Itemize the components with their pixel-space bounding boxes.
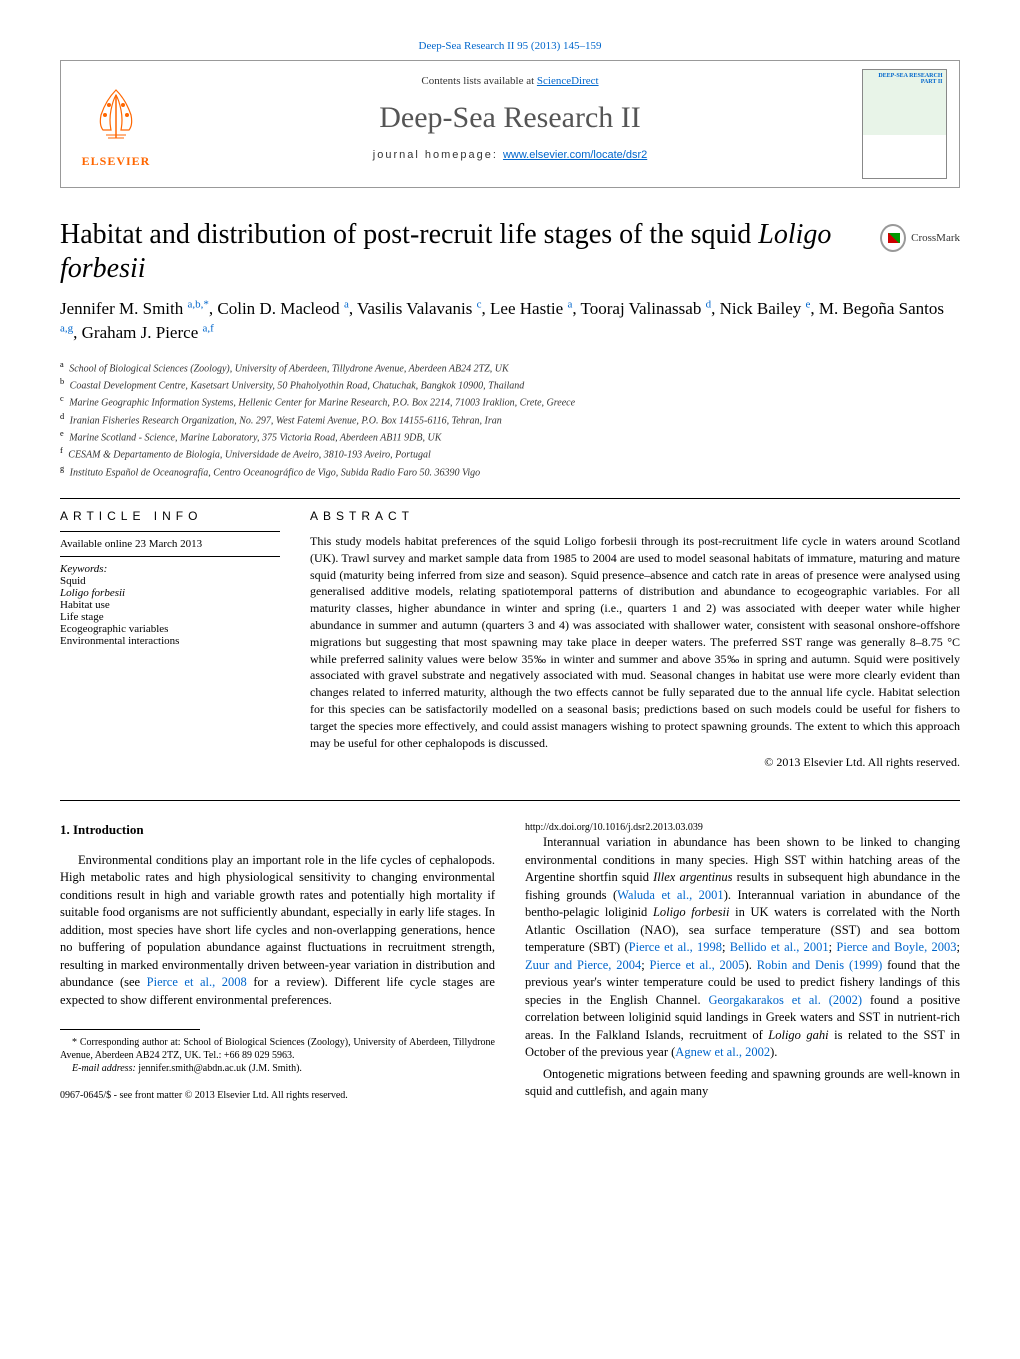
citation[interactable]: Agnew et al., 2002 <box>675 1045 770 1059</box>
author-list: Jennifer M. Smith a,b,*, Colin D. Macleo… <box>60 297 960 345</box>
citation[interactable]: Pierce et al., 2005 <box>650 958 745 972</box>
journal-header: ELSEVIER Contents lists available at Sci… <box>60 60 960 188</box>
intro-para-2: Interannual variation in abundance has b… <box>525 834 960 1062</box>
keyword: Ecogeographic variables <box>60 623 280 635</box>
homepage-link[interactable]: www.elsevier.com/locate/dsr2 <box>503 149 647 161</box>
keywords-list: SquidLoligo forbesiiHabitat useLife stag… <box>60 575 280 647</box>
elsevier-tree-icon <box>81 80 151 150</box>
journal-homepage: journal homepage: www.elsevier.com/locat… <box>181 149 839 161</box>
affiliations-list: a School of Biological Sciences (Zoology… <box>60 359 960 480</box>
header-center: Contents lists available at ScienceDirec… <box>171 61 849 187</box>
citation[interactable]: Georgakarakos et al. (2002) <box>708 993 862 1007</box>
journal-cover-cell: DEEP-SEA RESEARCH PART II <box>849 61 959 187</box>
homepage-prefix: journal homepage: <box>373 149 503 161</box>
title-text: Habitat and distribution of post-recruit… <box>60 219 758 250</box>
citation[interactable]: Zuur and Pierce, 2004 <box>525 958 641 972</box>
abstract-text: This study models habitat preferences of… <box>310 533 960 751</box>
publisher-logo-cell: ELSEVIER <box>61 61 171 187</box>
intro-heading: 1. Introduction <box>60 821 495 839</box>
contents-available: Contents lists available at ScienceDirec… <box>181 75 839 87</box>
abstract-heading: ABSTRACT <box>310 509 960 523</box>
journal-reference: Deep-Sea Research II 95 (2013) 145–159 <box>60 40 960 52</box>
citation-pierce-2008[interactable]: Pierce et al., 2008 <box>147 975 247 989</box>
cover-title: DEEP-SEA RESEARCH PART II <box>863 73 943 85</box>
sciencedirect-link[interactable]: ScienceDirect <box>537 75 599 87</box>
citation[interactable]: Pierce et al., 1998 <box>629 940 722 954</box>
corresponding-author-footnote: * Corresponding author at: School of Bio… <box>60 1036 495 1062</box>
email-address: jennifer.smith@abdn.ac.uk (J.M. Smith). <box>138 1063 302 1074</box>
citation[interactable]: Bellido et al., 2001 <box>730 940 829 954</box>
article-title: Habitat and distribution of post-recruit… <box>60 218 860 285</box>
citation[interactable]: Waluda et al., 2001 <box>617 888 724 902</box>
keywords-label: Keywords: <box>60 563 280 575</box>
keyword: Environmental interactions <box>60 635 280 647</box>
keyword: Loligo forbesii <box>60 587 280 599</box>
intro-para-3: Ontogenetic migrations between feeding a… <box>525 1066 960 1101</box>
journal-name: Deep-Sea Research II <box>181 101 839 135</box>
intro-para-1: Environmental conditions play an importa… <box>60 852 495 1010</box>
section-divider <box>60 498 960 499</box>
online-date: Available online 23 March 2013 <box>60 538 280 550</box>
journal-cover-thumbnail: DEEP-SEA RESEARCH PART II <box>862 69 947 179</box>
body-columns: 1. Introduction Environmental conditions… <box>60 821 960 1103</box>
article-info-column: ARTICLE INFO Available online 23 March 2… <box>60 509 280 770</box>
article-info-heading: ARTICLE INFO <box>60 509 280 523</box>
keyword: Squid <box>60 575 280 587</box>
footnote-divider <box>60 1029 200 1030</box>
section-divider <box>60 800 960 801</box>
email-label: E-mail address: <box>72 1063 136 1074</box>
para1-pre: Environmental conditions play an importa… <box>60 853 495 990</box>
doi-line: http://dx.doi.org/10.1016/j.dsr2.2013.03… <box>525 821 960 834</box>
citation[interactable]: Pierce and Boyle, 2003 <box>836 940 956 954</box>
citation[interactable]: Robin and Denis (1999) <box>757 958 883 972</box>
crossmark-icon <box>880 224 906 252</box>
crossmark-badge[interactable]: CrossMark <box>880 224 960 252</box>
publisher-name: ELSEVIER <box>82 154 151 169</box>
copyright-line: 0967-0645/$ - see front matter © 2013 El… <box>60 1089 495 1102</box>
email-footnote: E-mail address: jennifer.smith@abdn.ac.u… <box>60 1062 495 1075</box>
keyword: Life stage <box>60 611 280 623</box>
abstract-column: ABSTRACT This study models habitat prefe… <box>310 509 960 770</box>
contents-prefix: Contents lists available at <box>421 75 536 87</box>
crossmark-label: CrossMark <box>911 232 960 244</box>
keyword: Habitat use <box>60 599 280 611</box>
abstract-copyright: © 2013 Elsevier Ltd. All rights reserved… <box>310 755 960 770</box>
